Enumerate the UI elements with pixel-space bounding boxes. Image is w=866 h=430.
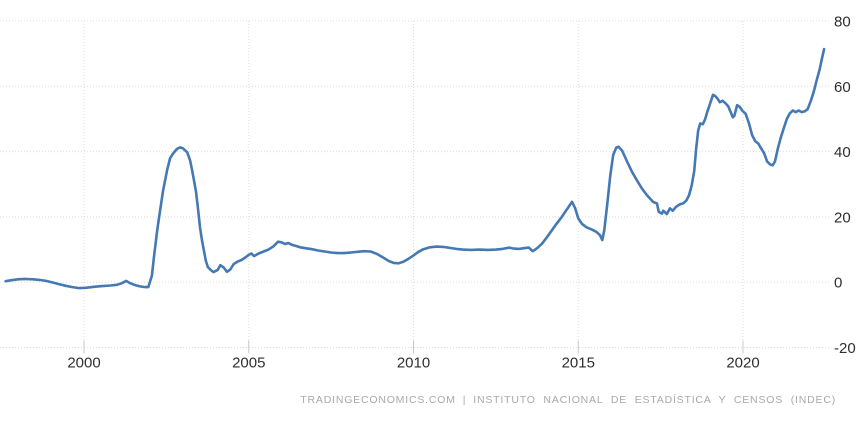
y-axis-label: 40 [834,144,851,161]
y-axis-label: 80 [834,14,851,31]
footer-separator: | [462,394,467,406]
inflation-rate-line[interactable] [4,47,826,290]
x-axis-label: 2020 [726,355,759,372]
footer-source-link[interactable]: TRADINGECONOMICS.COM [300,394,456,406]
y-axis-label: 20 [834,209,851,226]
y-axis-label: 0 [834,275,842,292]
y-axis-label: 60 [834,79,851,96]
x-axis-label: 2010 [397,355,430,372]
x-axis-label: 2005 [232,355,265,372]
y-axis-label: -20 [834,340,856,357]
chart-footer: TRADINGECONOMICS.COM | INSTITUTO NACIONAL … [300,394,836,406]
x-axis-label: 2015 [562,355,595,372]
x-axis-label: 2000 [67,355,100,372]
footer-attribution: INSTITUTO NACIONAL DE ESTADÍSTICA Y CENS… [473,394,836,406]
